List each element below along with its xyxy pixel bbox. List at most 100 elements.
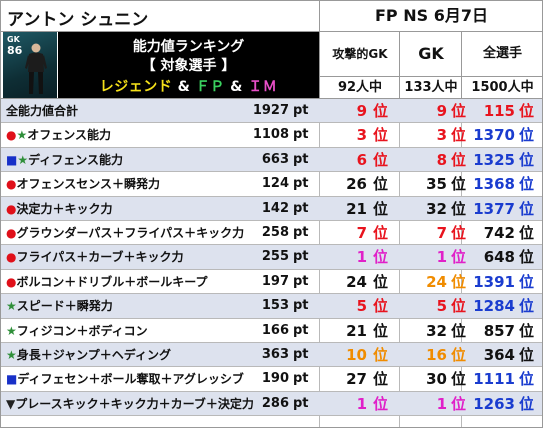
row-label: ●オフェンスセンス＋瞬発力 [6, 172, 160, 196]
rank-suffix: 位 [373, 248, 389, 267]
rank-offensive-gk: 1 [356, 248, 367, 267]
circle-icon: ● [6, 274, 17, 289]
circle-icon: ● [6, 201, 17, 216]
table-row: ●ボルコン＋ドリブル＋ボールキープ 197 pt 24 位 24 位 1391 位 [1, 270, 542, 295]
row-mark: ▼ [6, 397, 15, 411]
row-label-text: フライパス＋カーブ＋キック力 [16, 250, 184, 265]
row-unit: pt [293, 371, 309, 387]
row-label-text: スピード＋瞬発力 [16, 299, 113, 314]
rank-suffix: 位 [451, 102, 467, 120]
rank-gk: 24 [426, 272, 447, 291]
row-label-text: オフェンスセンス＋瞬発力 [16, 177, 161, 192]
title-legend: レジェンド [99, 79, 173, 95]
row-mark: ● [6, 177, 16, 191]
rank-gk: 30 [426, 370, 447, 389]
rank-gk: 16 [426, 345, 447, 364]
rank-suffix: 位 [519, 272, 535, 291]
row-unit: pt [293, 249, 309, 265]
title-amp-1: & [172, 79, 196, 95]
star-icon: ★ [6, 323, 17, 338]
row-label: ●フライパス＋カーブ＋キック力 [6, 245, 184, 269]
table-row: ★身長＋ジャンプ＋ヘディング 363 pt 10 位 16 位 364 位 [1, 342, 542, 368]
rank-suffix: 位 [451, 126, 467, 145]
row-label: ▼プレースキック＋キック力＋カーブ＋決定力 [6, 392, 254, 416]
rank-all-players: 648 [483, 248, 515, 267]
title-amp-2: & [224, 79, 249, 95]
rank-all-players: 1111 [473, 370, 515, 389]
table-row: ●オフェンスセンス＋瞬発力 124 pt 26 位 35 位 1368 位 [1, 172, 542, 197]
rank-offensive-gk: 10 [346, 345, 367, 364]
row-unit: pt [293, 176, 309, 192]
circle-icon: ● [6, 177, 17, 192]
triangle-down-icon: ▼ [6, 396, 16, 411]
square-icon: ■ [6, 152, 18, 167]
rank-all-players: 364 [483, 345, 515, 364]
row-value: 1927 [252, 103, 289, 118]
rank-all-players: 1263 [473, 394, 515, 413]
rank-suffix: 位 [519, 248, 535, 267]
row-unit: pt [293, 200, 309, 216]
rank-offensive-gk: 1 [356, 394, 367, 413]
rank-suffix: 位 [373, 175, 389, 194]
title-box: 能力値ランキング 【 対象選手 】 レジェンド & ＦＰ & ＩＭ [58, 32, 319, 98]
header-divider [1, 98, 542, 99]
table-row: ★スピード＋瞬発力 153 pt 5 位 5 位 1284 位 [1, 294, 542, 319]
row-value: 153 [261, 298, 289, 314]
row-unit: pt [293, 346, 309, 362]
rank-suffix: 位 [451, 394, 467, 413]
row-mark: ● [6, 202, 16, 216]
table-row: ●★オフェンス能力 1108 pt 3 位 3 位 1370 位 [1, 123, 542, 148]
row-label-text: ディフェンス能力 [28, 152, 124, 167]
title-im: ＩＭ [248, 79, 278, 95]
table-row: ●決定力＋キック力 142 pt 21 位 32 位 1377 位 [1, 196, 542, 221]
rank-suffix: 位 [519, 223, 535, 242]
rank-suffix: 位 [451, 321, 467, 340]
title-fp: ＦＰ [195, 79, 225, 95]
row-label: ■ディフェセン＋ボール奪取＋アグレッシブ [6, 367, 244, 391]
row-unit: pt [293, 127, 309, 143]
row-mark: ★ [6, 348, 17, 362]
rank-suffix: 位 [373, 150, 389, 169]
row-label: ●★オフェンス能力 [6, 123, 111, 147]
row-mark: ■★ [6, 153, 28, 167]
rank-suffix: 位 [519, 126, 535, 145]
column-header-all-players: 全選手 [461, 32, 543, 76]
rank-offensive-gk: 21 [346, 199, 367, 218]
row-value: 142 [261, 200, 289, 216]
row-label: 全能力値合計 [6, 99, 78, 123]
rank-suffix: 位 [451, 370, 467, 389]
rank-suffix: 位 [519, 321, 535, 340]
row-value: 363 [261, 346, 289, 362]
row-mark: ●★ [6, 128, 27, 142]
rank-all-players: 1325 [473, 150, 515, 169]
rank-gk: 8 [436, 150, 447, 169]
rank-all-players: 742 [483, 223, 515, 242]
star-icon: ★ [17, 152, 29, 167]
rank-all-players: 1377 [473, 199, 515, 218]
rank-suffix: 位 [451, 272, 467, 291]
row-value: 286 [261, 395, 289, 411]
rank-suffix: 位 [451, 297, 467, 316]
row-mark: ★ [6, 299, 17, 313]
rank-all-players: 115 [483, 102, 515, 120]
table-row: 全能力値合計 1927 pt 9 位 9 位 115 位 [1, 99, 542, 124]
table-row: ■ディフェセン＋ボール奪取＋アグレッシブ 190 pt 27 位 30 位 1111 位 [1, 367, 542, 392]
row-label: ●ボルコン＋ドリブル＋ボールキープ [6, 270, 208, 294]
rank-suffix: 位 [373, 394, 389, 413]
row-mark: ● [6, 275, 16, 289]
rank-gk: 1 [436, 248, 447, 267]
rank-offensive-gk: 7 [356, 223, 367, 242]
rank-suffix: 位 [451, 248, 467, 267]
row-label: ★スピード＋瞬発力 [6, 294, 113, 318]
row-label: ★身長＋ジャンプ＋ヘディング [6, 343, 171, 367]
row-unit: pt [293, 298, 309, 314]
row-value: 124 [261, 176, 289, 192]
row-mark: ● [6, 226, 16, 240]
rank-suffix: 位 [519, 297, 535, 316]
star-icon: ★ [6, 299, 17, 314]
row-value: 166 [261, 322, 289, 338]
rank-offensive-gk: 24 [346, 272, 367, 291]
rank-suffix: 位 [373, 199, 389, 218]
row-label: ■★ディフェンス能力 [6, 148, 123, 172]
